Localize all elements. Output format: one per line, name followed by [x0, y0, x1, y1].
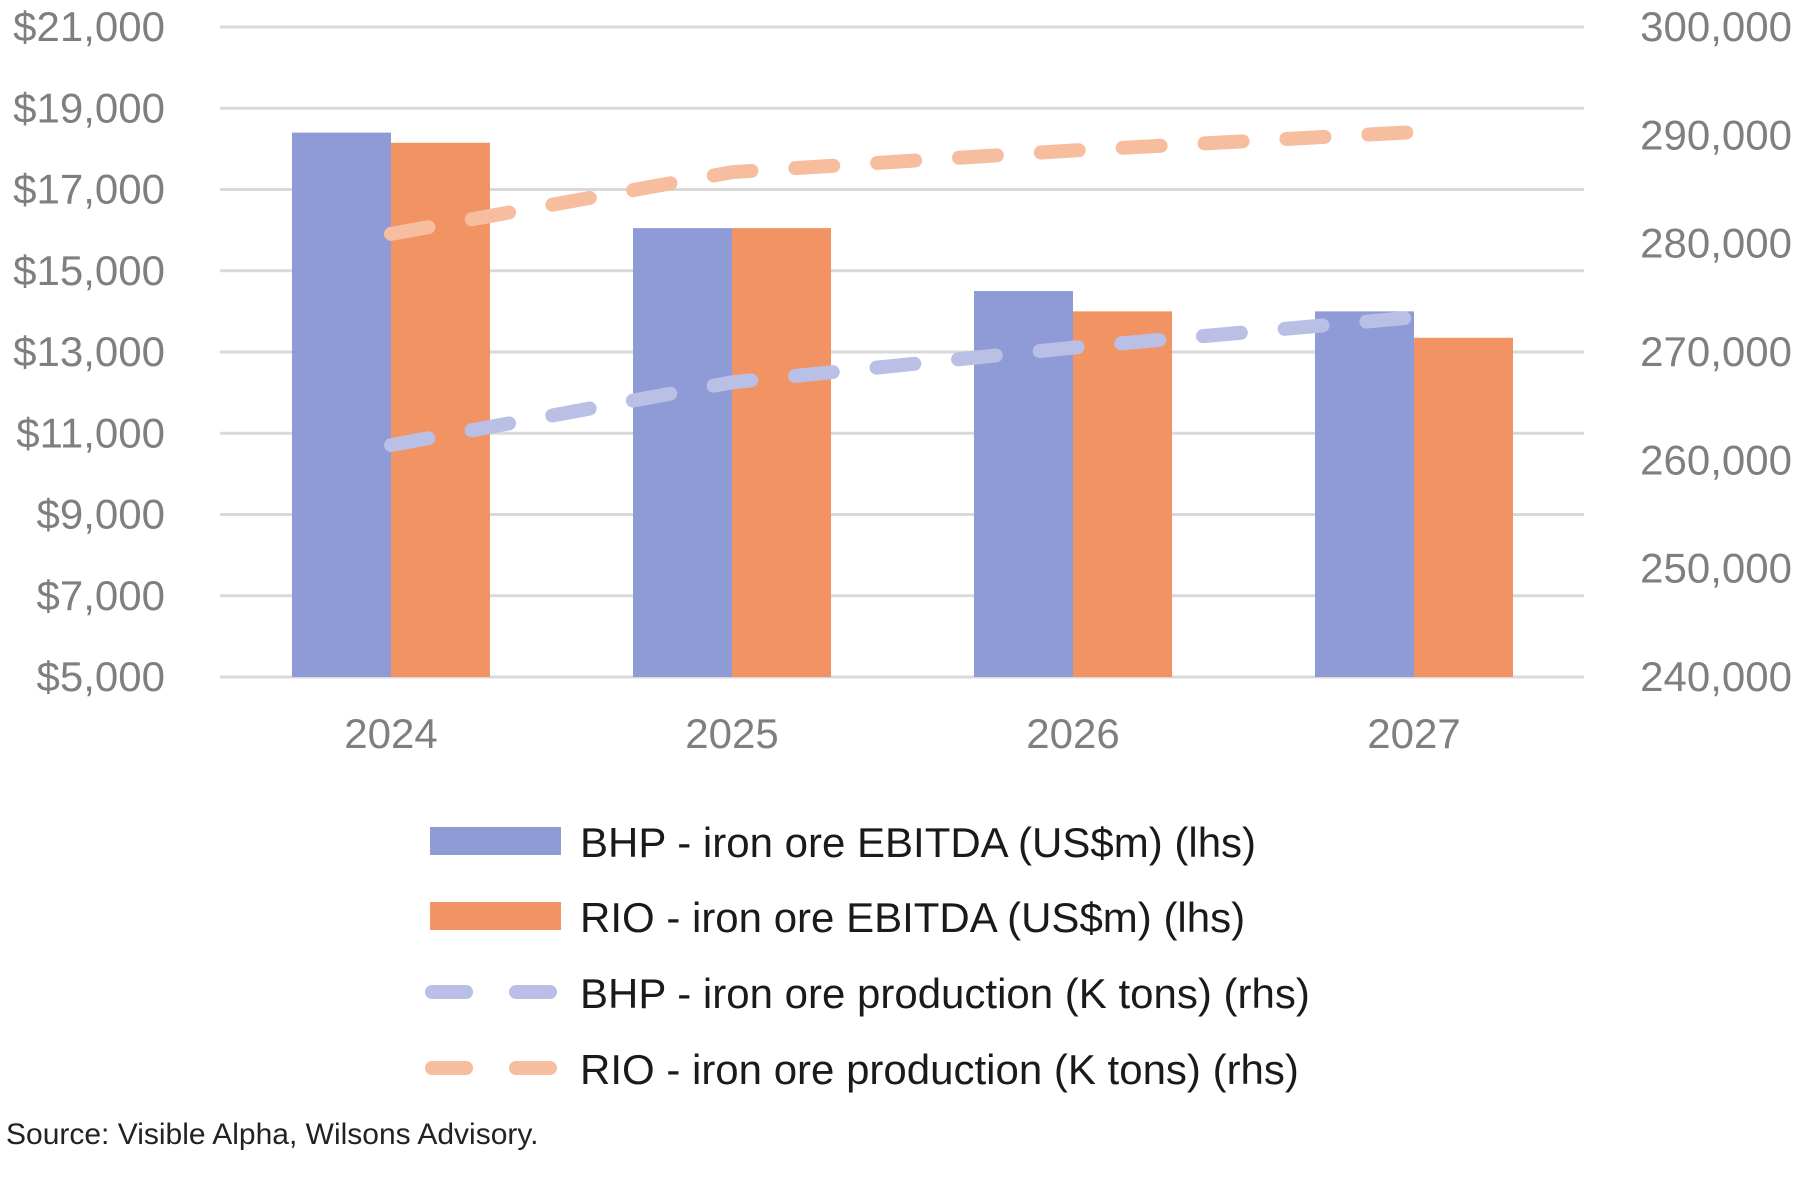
x-tick-label: 2024 [344, 710, 437, 757]
y-right-tick-label: 300,000 [1640, 3, 1792, 50]
bar-bhp-2027 [1315, 311, 1414, 677]
x-tick-label: 2026 [1026, 710, 1119, 757]
bar-bhp-2024 [292, 132, 391, 677]
y-left-tick-label: $21,000 [13, 3, 165, 50]
legend-swatch [430, 902, 561, 930]
y-left-tick-label: $7,000 [37, 572, 165, 619]
y-left-tick-label: $11,000 [16, 409, 165, 456]
legend-label: BHP - iron ore production (K tons) (rhs) [580, 970, 1310, 1017]
y-left-tick-label: $13,000 [13, 328, 165, 375]
y-right-tick-label: 240,000 [1640, 653, 1792, 700]
bar-rio-2025 [732, 228, 831, 677]
x-tick-label: 2025 [685, 710, 778, 757]
y-left-tick-label: $19,000 [13, 84, 165, 131]
legend-label: RIO - iron ore production (K tons) (rhs) [580, 1046, 1299, 1093]
y-left-tick-label: $15,000 [13, 247, 165, 294]
legend-swatch [430, 827, 561, 855]
x-tick-label: 2027 [1367, 710, 1460, 757]
legend-label: RIO - iron ore EBITDA (US$m) (lhs) [580, 894, 1245, 941]
bar-rio-2027 [1414, 337, 1513, 677]
legend-label: BHP - iron ore EBITDA (US$m) (lhs) [580, 819, 1256, 866]
y-left-tick-label: $17,000 [13, 166, 165, 213]
y-right-tick-label: 270,000 [1640, 328, 1792, 375]
y-right-tick-label: 250,000 [1640, 545, 1792, 592]
line-bhp-production [384, 310, 1421, 453]
bar-bhp-2025 [633, 228, 732, 677]
y-right-tick-label: 290,000 [1640, 111, 1792, 158]
y-left-tick-label: $5,000 [37, 653, 165, 700]
y-right-tick-label: 260,000 [1640, 436, 1792, 483]
y-left-tick-label: $9,000 [37, 491, 165, 538]
line-rio-production [384, 125, 1421, 241]
bar-rio-2026 [1073, 311, 1172, 677]
y-right-tick-label: 280,000 [1640, 220, 1792, 267]
source-note: Source: Visible Alpha, Wilsons Advisory. [6, 1118, 539, 1151]
